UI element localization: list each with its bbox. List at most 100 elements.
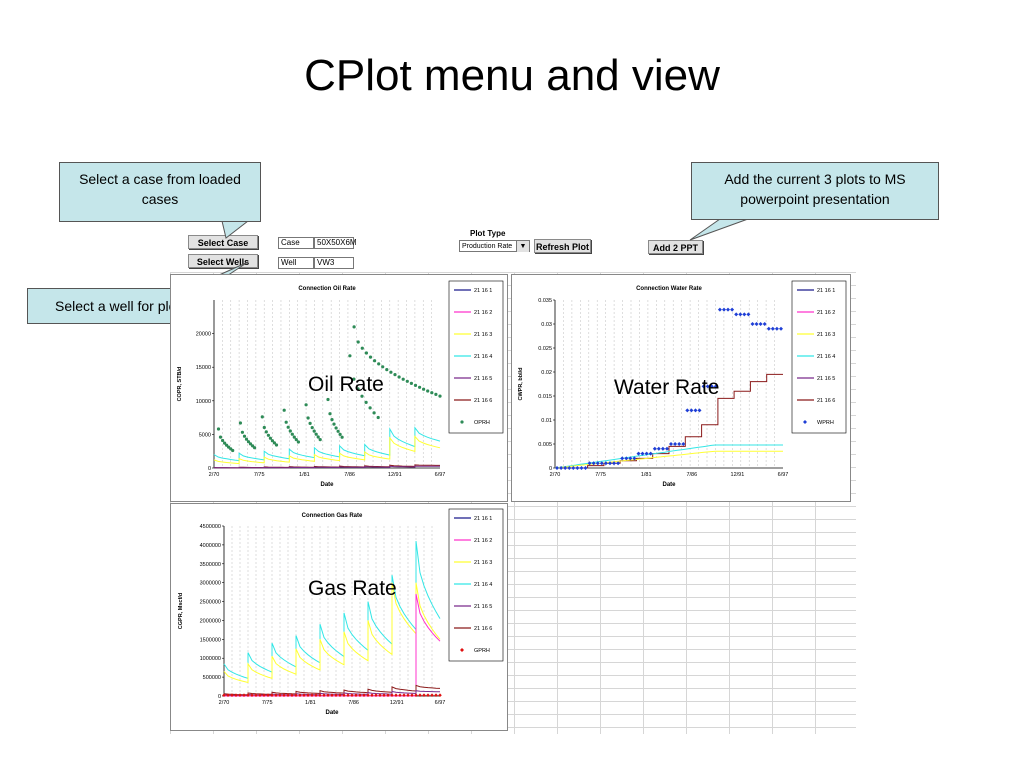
history-marker [266, 693, 270, 697]
legend-box [448, 508, 504, 662]
history-marker [438, 693, 442, 697]
history-marker [612, 461, 616, 466]
legend-label-gprh: GPRH [474, 648, 490, 654]
history-marker [579, 466, 584, 470]
x-tick-label: 2/70 [219, 700, 230, 706]
gas-rate-chart[interactable]: Connection Gas Rate 0 500000 1000000 1500000… [170, 503, 508, 731]
history-marker [290, 432, 294, 436]
history-marker [390, 693, 394, 697]
history-marker [377, 362, 381, 366]
history-marker [268, 436, 272, 440]
history-marker [270, 693, 274, 697]
history-marker [308, 421, 312, 425]
history-marker [754, 322, 759, 326]
history-marker [616, 461, 621, 466]
y-tick-label: 1000000 [200, 656, 221, 662]
series-line-21-16-3 [213, 435, 441, 465]
history-marker [624, 456, 629, 461]
select-wells-button[interactable]: Select Wells [188, 254, 258, 268]
history-marker [660, 446, 665, 451]
y-tick-label: 15000 [196, 365, 211, 371]
case-value[interactable]: 50X50X6M [314, 237, 357, 249]
history-marker [346, 693, 350, 697]
x-tick-label: 12/91 [388, 472, 402, 478]
chart-title: Connection Oil Rate [298, 286, 356, 292]
history-marker [342, 693, 346, 697]
history-marker [284, 420, 288, 424]
history-marker [262, 693, 266, 697]
plot-type-label: Plot Type [470, 229, 506, 238]
x-tick-label: 7/75 [262, 700, 273, 706]
history-marker [591, 461, 596, 466]
legend-swatch-gprh [460, 648, 464, 652]
history-marker [272, 441, 276, 445]
history-marker [294, 693, 298, 697]
y-tick-label: 0 [218, 694, 221, 700]
plot-type-value: Production Rate [462, 243, 513, 250]
x-tick-label: 12/91 [390, 700, 404, 706]
legend-label-21-16-2: 21 16 2 [474, 310, 492, 316]
add-2-ppt-button[interactable]: Add 2 PPT [648, 240, 703, 254]
x-tick-label: 2/70 [550, 472, 561, 478]
y-axis-label: CWPR, bbl/d [518, 368, 524, 401]
history-marker [398, 693, 402, 697]
y-tick-label: 2000000 [200, 618, 221, 624]
history-marker [288, 429, 292, 433]
series-line-21-16-3 [223, 582, 441, 684]
history-marker [393, 373, 397, 377]
history-marker [382, 693, 386, 697]
history-marker [362, 693, 366, 697]
legend-label-21-16-3: 21 16 3 [474, 332, 492, 338]
select-case-button[interactable]: Select Case [188, 235, 258, 249]
oil-rate-chart[interactable]: Connection Oil Rate 0 5000 10000 15000 20000 2… [170, 274, 508, 502]
history-marker [244, 437, 249, 441]
series-line-21-16-4 [223, 541, 441, 679]
history-marker [426, 693, 430, 697]
y-tick-label: 4500000 [200, 524, 221, 530]
history-marker [402, 693, 406, 697]
history-marker [374, 693, 378, 697]
history-marker [766, 326, 771, 331]
y-tick-label: 0.025 [538, 346, 552, 352]
history-marker [231, 448, 235, 453]
history-marker [406, 693, 410, 697]
history-marker [278, 693, 282, 697]
legend-label-21-16-3: 21 16 3 [474, 560, 492, 566]
history-marker [348, 354, 352, 358]
refresh-plot-button[interactable]: Refresh Plot [534, 239, 591, 253]
series-line-21-16-5 [213, 465, 440, 469]
well-value[interactable]: VW3 [314, 257, 354, 269]
y-tick-label: 2500000 [200, 600, 221, 606]
legend-label-21-16-5: 21 16 5 [474, 376, 492, 382]
y-tick-label: 500000 [203, 675, 221, 681]
chart-title: Connection Water Rate [636, 286, 702, 292]
history-marker [338, 432, 342, 436]
well-label: Well [278, 257, 314, 269]
history-marker [595, 461, 600, 466]
history-marker [274, 693, 278, 697]
dropdown-arrow-icon[interactable]: ▼ [516, 241, 529, 252]
history-marker [264, 430, 268, 434]
history-marker [222, 693, 226, 697]
history-marker [221, 438, 225, 443]
legend-label-21-16-5: 21 16 5 [474, 604, 492, 610]
history-marker [306, 416, 310, 420]
plot-type-dropdown[interactable]: Production Rate ▼ [459, 240, 530, 252]
history-marker [314, 693, 318, 697]
history-marker [422, 387, 426, 391]
history-marker [260, 415, 264, 419]
history-marker [350, 693, 354, 697]
history-marker [238, 421, 242, 425]
legend-label-21-16-1: 21 16 1 [474, 288, 492, 294]
water-rate-overlay-label: Water Rate [614, 376, 720, 399]
callout-ppt-pointer [689, 218, 749, 241]
history-marker [426, 389, 430, 393]
legend-swatch-wprh [803, 420, 807, 424]
y-axis-label: COPR, STB/d [177, 367, 183, 402]
history-marker [717, 307, 722, 312]
history-marker [405, 379, 409, 383]
history-marker [286, 425, 290, 429]
water-rate-chart[interactable]: Connection Water Rate 0 0.005 0.01 0.015 0.02… [511, 274, 851, 502]
legend-label-21-16-6: 21 16 6 [474, 398, 492, 404]
history-marker [360, 394, 364, 398]
